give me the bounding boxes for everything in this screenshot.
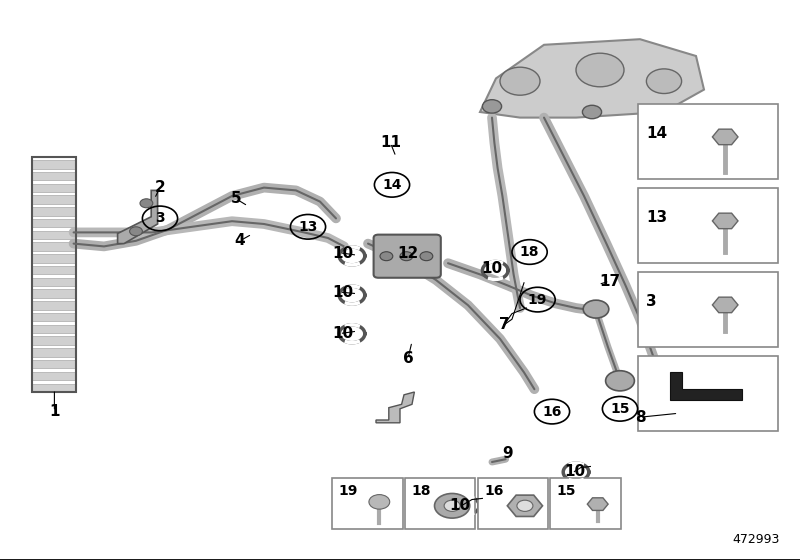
Text: 15: 15 xyxy=(557,484,576,498)
Circle shape xyxy=(444,500,460,511)
Circle shape xyxy=(420,252,433,261)
Text: 14: 14 xyxy=(646,127,667,141)
Polygon shape xyxy=(587,498,608,510)
Circle shape xyxy=(434,493,470,518)
Bar xyxy=(32,172,76,180)
Circle shape xyxy=(674,407,694,422)
Circle shape xyxy=(678,407,698,422)
Text: 15: 15 xyxy=(610,402,630,416)
Text: 11: 11 xyxy=(380,136,401,150)
Text: 18: 18 xyxy=(411,484,430,498)
Text: 9: 9 xyxy=(502,446,514,461)
Circle shape xyxy=(500,67,540,95)
Circle shape xyxy=(646,69,682,94)
Bar xyxy=(478,478,548,529)
Bar xyxy=(32,384,76,392)
Bar xyxy=(638,356,778,431)
Circle shape xyxy=(130,227,142,236)
Text: 4: 4 xyxy=(234,234,246,248)
Polygon shape xyxy=(713,297,738,312)
Text: 10: 10 xyxy=(332,285,353,300)
Bar xyxy=(638,104,778,179)
Text: 10: 10 xyxy=(450,498,470,512)
FancyBboxPatch shape xyxy=(374,235,441,278)
Polygon shape xyxy=(713,129,738,144)
Bar xyxy=(32,313,76,321)
Bar xyxy=(550,478,621,529)
Circle shape xyxy=(583,300,609,318)
Circle shape xyxy=(606,371,634,391)
Bar xyxy=(638,188,778,263)
Polygon shape xyxy=(713,213,738,228)
Bar xyxy=(32,348,76,357)
Polygon shape xyxy=(670,372,742,400)
Polygon shape xyxy=(376,392,414,423)
Text: 10: 10 xyxy=(332,326,353,340)
Polygon shape xyxy=(118,190,158,244)
Text: 3: 3 xyxy=(646,295,657,309)
Text: 13: 13 xyxy=(646,211,667,225)
Bar xyxy=(32,301,76,310)
Circle shape xyxy=(517,500,533,511)
Bar xyxy=(32,254,76,263)
Text: 19: 19 xyxy=(338,484,358,498)
Circle shape xyxy=(369,494,390,509)
Bar xyxy=(32,157,76,392)
Bar xyxy=(332,478,402,529)
Bar xyxy=(638,272,778,347)
Bar xyxy=(32,242,76,251)
Bar xyxy=(32,266,76,274)
Bar xyxy=(32,372,76,380)
Circle shape xyxy=(140,199,153,208)
Bar xyxy=(32,278,76,286)
Text: 8: 8 xyxy=(634,410,646,424)
Text: 3: 3 xyxy=(155,212,165,226)
Bar xyxy=(32,219,76,227)
Text: 1: 1 xyxy=(49,404,60,419)
Text: 12: 12 xyxy=(398,246,418,260)
Bar xyxy=(32,337,76,345)
Polygon shape xyxy=(507,495,542,516)
Text: 6: 6 xyxy=(402,351,414,366)
Text: 17: 17 xyxy=(599,274,620,288)
Text: 5: 5 xyxy=(230,192,242,206)
Polygon shape xyxy=(480,39,704,118)
Bar xyxy=(32,184,76,192)
Text: 7: 7 xyxy=(498,318,510,332)
Text: 10: 10 xyxy=(482,262,502,276)
Circle shape xyxy=(482,100,502,113)
Text: 10: 10 xyxy=(564,464,585,479)
Bar xyxy=(405,478,475,529)
Bar xyxy=(32,231,76,239)
Circle shape xyxy=(400,252,413,261)
Text: 14: 14 xyxy=(382,178,402,192)
Text: 2: 2 xyxy=(154,180,166,195)
Bar xyxy=(32,290,76,298)
Circle shape xyxy=(380,252,393,261)
Text: 18: 18 xyxy=(520,245,539,259)
Bar xyxy=(32,360,76,368)
Text: 16: 16 xyxy=(542,404,562,419)
Bar xyxy=(32,195,76,204)
Text: 10: 10 xyxy=(332,246,353,260)
Circle shape xyxy=(582,105,602,119)
Bar xyxy=(32,160,76,169)
Text: 19: 19 xyxy=(528,293,547,307)
Text: 16: 16 xyxy=(484,484,503,498)
Text: 472993: 472993 xyxy=(733,533,780,546)
Circle shape xyxy=(576,53,624,87)
Bar xyxy=(32,325,76,333)
Bar xyxy=(32,207,76,216)
Text: 13: 13 xyxy=(298,220,318,234)
